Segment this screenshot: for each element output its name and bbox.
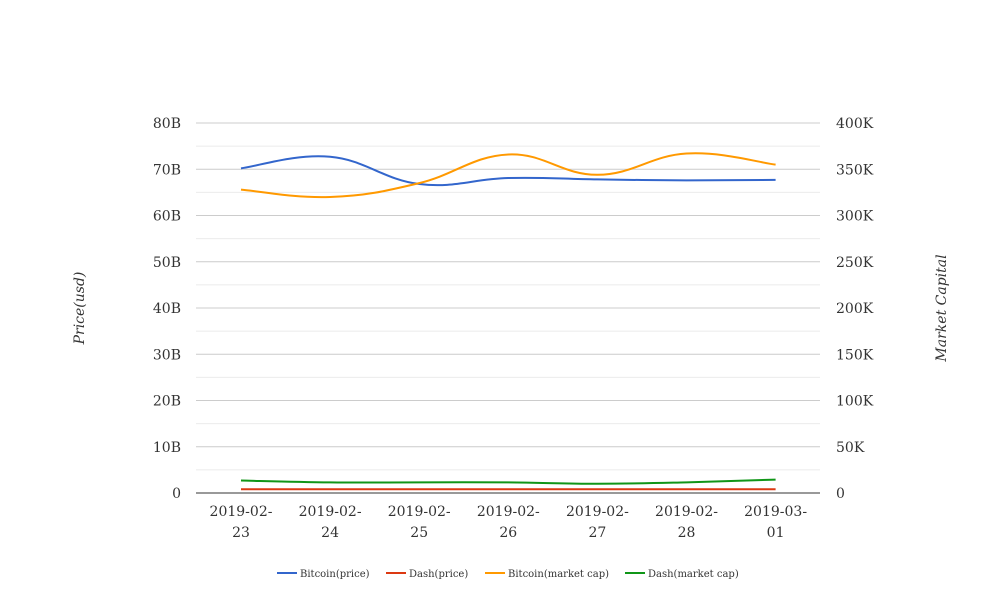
left-tick-label: 50B: [153, 255, 181, 271]
right-tick-label: 400K: [836, 116, 874, 132]
x-tick-label: 2019-02-23: [210, 504, 273, 541]
x-tick-label: 2019-02-25: [388, 504, 451, 541]
right-tick-label: 300K: [836, 209, 874, 225]
legend: Bitcoin(price) Dash(price) Bitcoin(market …: [277, 569, 739, 580]
legend-item-bitcoin-market-cap: Bitcoin(market cap): [485, 569, 609, 580]
legend-label: Dash(market cap): [648, 569, 739, 580]
left-tick-label: 60B: [153, 209, 181, 225]
right-axis-ticks: 0 50K 100K 150K 200K 250K 300K 350K 400K: [836, 116, 874, 502]
x-tick-label: 2019-02-26: [477, 504, 540, 541]
x-tick-label: 2019-03-01: [744, 504, 807, 541]
series-line-bitcoin-market-cap: [240, 152, 776, 199]
right-tick-label: 250K: [836, 255, 874, 271]
left-tick-label: 30B: [153, 347, 181, 363]
left-axis-ticks: 0 10B 20B 30B 40B 50B 60B 70B 80B: [153, 116, 181, 502]
left-tick-label: 80B: [153, 116, 181, 132]
left-tick-label: 0: [172, 486, 181, 502]
series-lines: [240, 152, 776, 491]
legend-label: Dash(price): [409, 569, 468, 580]
left-tick-label: 10B: [153, 440, 181, 456]
right-tick-label: 150K: [836, 347, 874, 363]
left-axis-title: Price(usd): [72, 272, 88, 346]
legend-label: Bitcoin(price): [300, 569, 370, 580]
right-tick-label: 350K: [836, 162, 874, 178]
x-tick-label: 2019-02-24: [299, 504, 362, 541]
left-tick-label: 20B: [153, 394, 181, 410]
right-axis-title: Market Capital: [934, 254, 950, 362]
right-tick-label: 100K: [836, 394, 874, 410]
right-tick-label: 50K: [836, 440, 865, 456]
series-line-bitcoin-price: [240, 155, 776, 187]
right-tick-label: 0: [836, 486, 845, 502]
left-tick-label: 40B: [153, 301, 181, 317]
gridlines: [196, 122, 820, 471]
legend-label: Bitcoin(market cap): [508, 569, 609, 580]
legend-item-bitcoin-price: Bitcoin(price): [277, 569, 370, 580]
x-axis-ticks: 2019-02-23 2019-02-24 2019-02-25 2019-02-26…: [210, 504, 808, 541]
x-tick-label: 2019-02-27: [566, 504, 629, 541]
legend-item-dash-market-cap: Dash(market cap): [625, 569, 739, 580]
x-tick-label: 2019-02-28: [655, 504, 718, 541]
left-tick-label: 70B: [153, 162, 181, 178]
series-line-dash-market-cap: [240, 478, 776, 485]
legend-item-dash-price: Dash(price): [386, 569, 468, 580]
right-tick-label: 200K: [836, 301, 874, 317]
